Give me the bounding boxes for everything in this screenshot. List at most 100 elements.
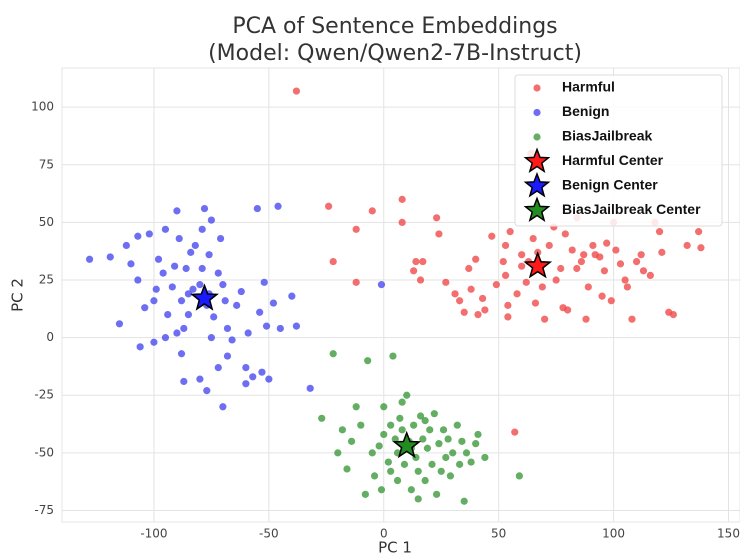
point (380, 403, 388, 411)
point (444, 435, 452, 443)
point (568, 246, 576, 254)
point (481, 453, 489, 462)
point (329, 257, 337, 266)
point (573, 264, 581, 273)
point (237, 287, 245, 296)
point (433, 214, 441, 222)
y-tick-label: 50 (39, 215, 54, 229)
x-axis-label: PC 1 (378, 539, 412, 556)
point (221, 297, 229, 305)
point (456, 297, 464, 305)
center-marker (190, 283, 219, 311)
point (196, 281, 204, 289)
point (173, 329, 181, 337)
point (442, 278, 450, 286)
point (435, 230, 443, 238)
legend-marker (523, 171, 551, 198)
point (244, 329, 252, 337)
point (552, 276, 560, 284)
point (580, 251, 588, 259)
x-tick-label: 0 (380, 527, 388, 541)
point (481, 306, 489, 314)
point (214, 269, 222, 277)
point (683, 241, 691, 250)
point (596, 253, 604, 261)
point (541, 315, 549, 323)
point (695, 228, 703, 236)
point (242, 380, 250, 388)
y-axis-label: PC 2 (9, 278, 27, 312)
point (276, 324, 284, 333)
point (504, 313, 512, 321)
point (522, 278, 530, 286)
point (180, 377, 188, 386)
center-marker (392, 430, 422, 459)
point (655, 228, 664, 236)
point (628, 315, 636, 323)
point (414, 495, 422, 503)
point (141, 304, 149, 312)
point (242, 363, 250, 372)
point (632, 257, 641, 266)
point (478, 294, 487, 303)
point (416, 276, 425, 284)
point (384, 458, 392, 466)
point (403, 391, 411, 399)
point (260, 278, 268, 286)
point (501, 271, 510, 280)
point (513, 290, 521, 298)
point (216, 234, 225, 243)
legend-label: Benign Center (562, 177, 658, 193)
point (338, 426, 346, 434)
point (398, 218, 406, 227)
y-tick-label: 25 (39, 273, 54, 287)
point (380, 430, 388, 439)
point (557, 264, 565, 273)
point (161, 334, 170, 342)
point (274, 202, 282, 210)
legend-marker (533, 108, 541, 117)
point (196, 375, 204, 383)
point (177, 297, 186, 305)
point (184, 310, 193, 319)
y-tick-label: -50 (34, 445, 54, 459)
point (639, 267, 648, 275)
y-tick-label: 100 (31, 100, 54, 114)
point (207, 216, 215, 224)
point (472, 255, 480, 263)
legend-label: Benign (562, 103, 609, 119)
point (407, 486, 415, 494)
point (370, 472, 379, 480)
x-tick-label: 50 (491, 527, 506, 541)
legend-marker (533, 133, 541, 141)
center-marker (523, 251, 553, 279)
point (210, 313, 218, 321)
point (582, 315, 590, 323)
point (134, 276, 142, 284)
point (531, 299, 540, 307)
point (168, 283, 176, 291)
point (433, 490, 441, 498)
point (400, 460, 409, 468)
point (621, 276, 629, 284)
point (437, 467, 445, 475)
point (368, 449, 376, 457)
point (203, 387, 211, 395)
point (152, 285, 160, 293)
point (106, 253, 114, 261)
point (467, 458, 475, 466)
point (474, 310, 482, 319)
point (529, 234, 537, 243)
point (398, 195, 406, 203)
point (228, 336, 236, 344)
point (184, 290, 193, 298)
point (352, 278, 360, 286)
legend-marker (523, 147, 551, 173)
point (145, 230, 153, 238)
point (669, 310, 677, 319)
x-tick-label: -100 (140, 527, 167, 541)
point (173, 207, 181, 215)
y-tick-label: 0 (46, 330, 54, 344)
point (377, 486, 386, 494)
